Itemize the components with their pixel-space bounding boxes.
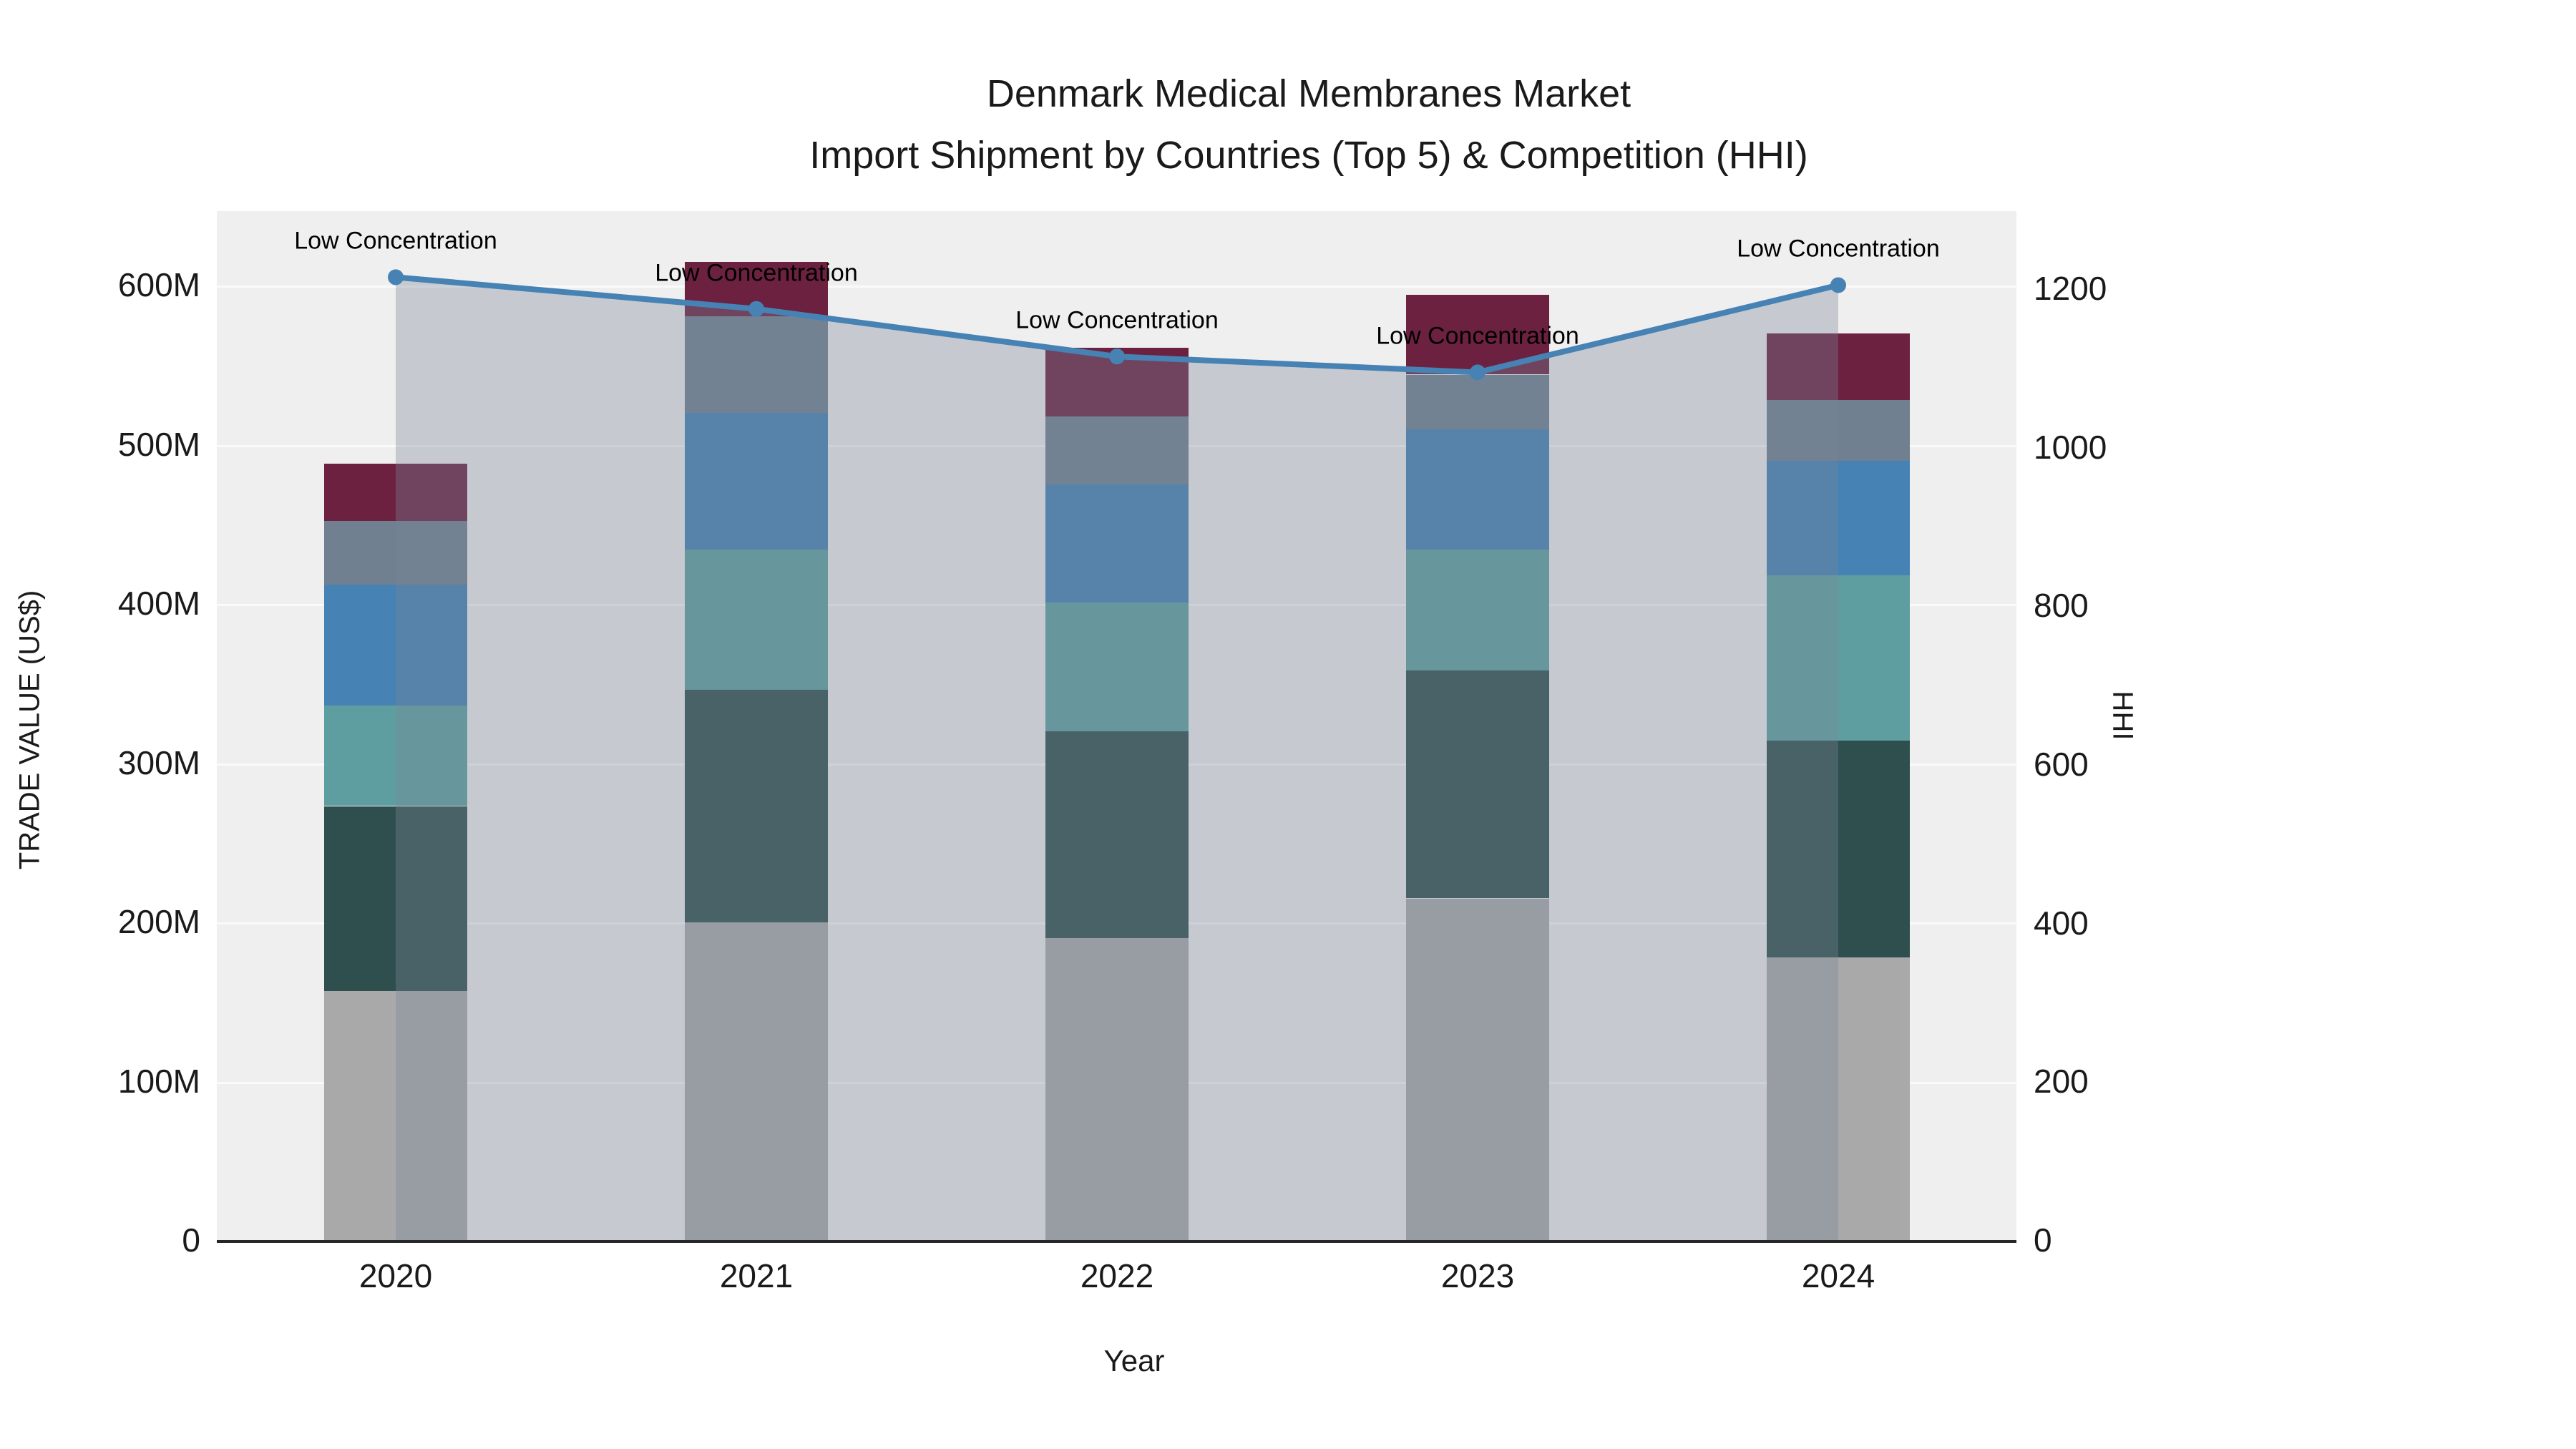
- xtick-2024: 2024: [1801, 1257, 1875, 1294]
- bar-segment-sweden-2023: [1406, 429, 1549, 550]
- ytick-left-600M: 600M: [117, 266, 200, 303]
- hhi-marker-2020: [388, 269, 404, 286]
- ytick-right-400: 400: [2034, 904, 2089, 942]
- ytick-right-800: 800: [2034, 587, 2089, 624]
- bar-segment-china-2022: [1045, 602, 1189, 731]
- bar-segment-germany-2021: [685, 690, 828, 922]
- ytick-left-400M: 400M: [117, 585, 200, 622]
- bar-segment-others-2023: [1406, 899, 1549, 1241]
- bar-segment-netherlands-2022: [1045, 416, 1189, 484]
- bar-segment-others-2021: [685, 922, 828, 1241]
- x-axis-title: Year: [1103, 1344, 1165, 1377]
- bar-segment-poland-2024: [1767, 333, 1910, 400]
- xtick-2023: 2023: [1440, 1257, 1515, 1294]
- bar-segment-sweden-2020: [324, 585, 467, 706]
- bar-segment-poland-2020: [324, 464, 467, 521]
- bar-segment-netherlands-2020: [324, 521, 467, 585]
- bar-segment-sweden-2021: [685, 413, 828, 550]
- plot-area: Low Concentration Low Concentration Low Co…: [217, 211, 2016, 1241]
- bar-segment-poland-2022: [1045, 348, 1189, 416]
- bar-segment-china-2023: [1406, 550, 1549, 670]
- ytick-left-100M: 100M: [117, 1063, 200, 1100]
- ytick-right-600: 600: [2034, 746, 2089, 783]
- bar-segment-china-2020: [324, 706, 467, 806]
- annotation-2020: Low Concentration: [294, 227, 497, 255]
- bar-segment-sweden-2022: [1045, 484, 1189, 602]
- annotation-2024: Low Concentration: [1737, 235, 1940, 263]
- ytick-right-0: 0: [2034, 1221, 2052, 1259]
- bar-segment-netherlands-2023: [1406, 375, 1549, 429]
- ytick-right-200: 200: [2034, 1063, 2089, 1100]
- annotation-2021: Low Concentration: [655, 259, 858, 287]
- ytick-left-500M: 500M: [117, 426, 200, 463]
- bar-segment-germany-2020: [324, 806, 467, 991]
- bar-segment-germany-2024: [1767, 741, 1910, 957]
- bar-segment-china-2021: [685, 550, 828, 690]
- ytick-left-200M: 200M: [117, 903, 200, 940]
- bar-segment-germany-2023: [1406, 670, 1549, 898]
- xtick-2022: 2022: [1080, 1257, 1154, 1294]
- chart-title-line1: Denmark Medical Membranes Market: [986, 72, 1631, 115]
- y-axis-title-left: TRADE VALUE (US$): [14, 590, 46, 870]
- x-axis-spine: [217, 1240, 2016, 1243]
- ytick-right-1200: 1200: [2034, 270, 2107, 307]
- chart-title-line2: Import Shipment by Countries (Top 5) & C…: [809, 134, 1808, 177]
- bar-segment-others-2020: [324, 991, 467, 1241]
- annotation-2023: Low Concentration: [1376, 322, 1579, 350]
- bar-segment-sweden-2024: [1767, 461, 1910, 575]
- bar-segment-netherlands-2024: [1767, 400, 1910, 461]
- bar-segment-germany-2022: [1045, 731, 1189, 938]
- annotation-2022: Low Concentration: [1015, 306, 1219, 334]
- bar-segment-china-2024: [1767, 575, 1910, 741]
- bar-segment-netherlands-2021: [685, 316, 828, 413]
- y-axis-title-right: HHI: [2107, 691, 2139, 741]
- bar-segment-others-2022: [1045, 938, 1189, 1241]
- gridline-600M: [217, 286, 2016, 288]
- ytick-left-300M: 300M: [117, 744, 200, 781]
- ytick-right-1000: 1000: [2034, 429, 2107, 466]
- xtick-2021: 2021: [719, 1257, 794, 1294]
- xtick-2020: 2020: [358, 1257, 433, 1294]
- ytick-left-0: 0: [182, 1221, 200, 1259]
- bar-segment-others-2024: [1767, 957, 1910, 1241]
